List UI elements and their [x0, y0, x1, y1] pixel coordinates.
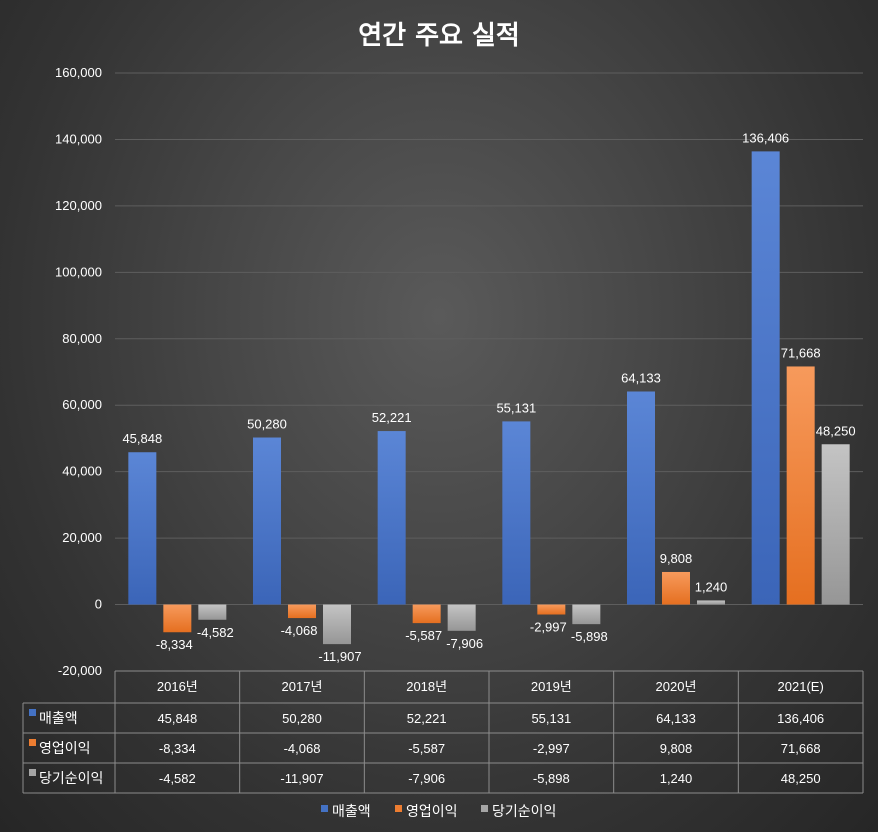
table-series-name: 영업이익: [39, 741, 91, 757]
data-label: 1,240: [695, 579, 728, 594]
bar: [572, 604, 601, 625]
y-tick-label: 0: [95, 597, 102, 612]
data-label: -4,582: [197, 625, 234, 640]
bar: [377, 431, 406, 605]
table-cell: 45,848: [157, 711, 197, 726]
y-tick-label: 160,000: [55, 65, 102, 80]
data-label: 52,221: [372, 410, 412, 425]
legend: 매출액 영업이익 당기순이익: [321, 804, 556, 820]
y-axis-ticks: -20,000 0 20,000 40,000 60,000 80,000 100,000 1…: [55, 65, 102, 678]
legend-swatch: [395, 805, 402, 812]
data-label: -8,334: [156, 637, 193, 652]
data-label: 48,250: [816, 423, 856, 438]
gridlines: [115, 72, 863, 606]
bar: [821, 444, 850, 605]
legend-label: 영업이익: [406, 804, 458, 820]
table-header: 2021(E): [778, 679, 824, 694]
table-header: 2019년: [531, 679, 572, 694]
table-header: 2020년: [656, 679, 697, 694]
bars: [128, 151, 850, 645]
bar: [253, 437, 281, 605]
legend-item: 매출액: [321, 804, 371, 820]
table-cell: -2,997: [533, 741, 570, 756]
data-label: -5,898: [571, 629, 608, 644]
data-label: 45,848: [122, 431, 162, 446]
table-cell: 136,406: [777, 711, 824, 726]
table-cell: -8,334: [159, 741, 196, 756]
bar: [537, 604, 566, 615]
data-label: -2,997: [530, 620, 567, 635]
table-series-name: 매출액: [39, 711, 78, 727]
legend-label: 당기순이익: [492, 804, 556, 820]
legend-label: 매출액: [332, 804, 371, 820]
legend-item: 당기순이익: [481, 804, 556, 820]
data-label: 71,668: [781, 345, 821, 360]
bar: [627, 391, 655, 605]
bar: [323, 604, 351, 645]
y-tick-label: -20,000: [58, 663, 102, 678]
table-series-key: [29, 739, 36, 746]
table-cell: 55,131: [531, 711, 571, 726]
y-tick-label: 40,000: [62, 464, 102, 479]
bar: [447, 604, 476, 631]
y-tick-label: 80,000: [62, 331, 102, 346]
data-label: -11,907: [318, 649, 361, 664]
data-label: 55,131: [496, 400, 536, 415]
data-label: 50,280: [247, 417, 287, 432]
table-header: 2016년: [157, 679, 198, 694]
data-labels: 45,848 -8,334 -4,582 50,280 -4,068-11,907 52,…: [122, 130, 855, 664]
table-series-key: [29, 709, 36, 716]
y-tick-label: 60,000: [62, 397, 102, 412]
data-label: 136,406: [742, 130, 789, 145]
data-label: 64,133: [621, 370, 661, 385]
table-cell: -4,582: [159, 771, 196, 786]
bar: [163, 604, 192, 633]
table-header: 2018년: [406, 679, 447, 694]
bar: [128, 452, 157, 605]
table-cell: -11,907: [280, 771, 323, 786]
data-label: -7,906: [446, 636, 483, 651]
table-cell: 71,668: [781, 741, 821, 756]
bar: [412, 604, 441, 624]
legend-item: 영업이익: [395, 804, 458, 820]
bar: [288, 604, 316, 619]
chart-title: 연간 주요 실적: [358, 21, 520, 51]
bar: [751, 151, 780, 605]
table-header: 2017년: [282, 679, 323, 694]
y-tick-label: 100,000: [55, 264, 102, 279]
table-cell: -5,587: [408, 741, 445, 756]
bar: [786, 366, 815, 605]
table-series-key: [29, 769, 36, 776]
bar: [502, 421, 531, 605]
legend-swatch: [321, 805, 328, 812]
table-cell: -7,906: [408, 771, 445, 786]
y-tick-label: 20,000: [62, 530, 102, 545]
y-tick-label: 120,000: [55, 198, 102, 213]
data-label: 9,808: [660, 551, 693, 566]
legend-swatch: [481, 805, 488, 812]
table-cell: 50,280: [282, 711, 322, 726]
table-series-name: 당기순이익: [39, 771, 103, 787]
data-label: -5,587: [405, 628, 442, 643]
data-table: 2016년 2017년 2018년 2019년 2020년 2021(E) 매출액 45,84…: [22, 670, 864, 794]
bar: [662, 571, 690, 605]
table-cell: 64,133: [656, 711, 696, 726]
table-cell: 1,240: [660, 771, 693, 786]
table-cell: 52,221: [407, 711, 447, 726]
y-tick-label: 140,000: [55, 131, 102, 146]
bar: [697, 600, 725, 605]
table-cell: 48,250: [781, 771, 821, 786]
table-cell: -4,068: [284, 741, 321, 756]
data-label: -4,068: [281, 623, 318, 638]
bar: [198, 604, 227, 620]
table-cell: -5,898: [533, 771, 570, 786]
table-cell: 9,808: [660, 741, 693, 756]
